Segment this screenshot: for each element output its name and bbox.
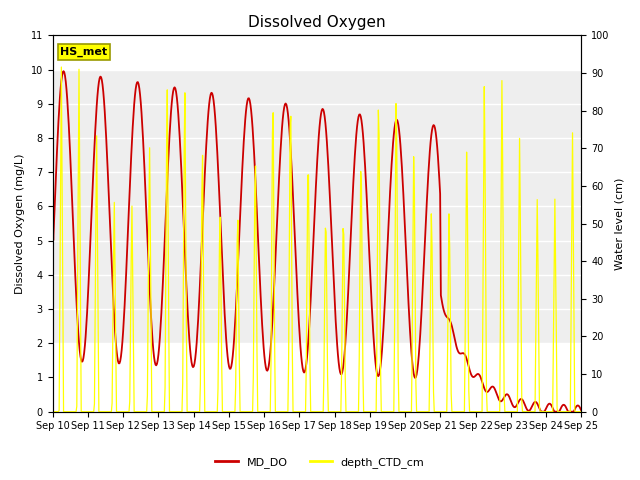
Y-axis label: Water level (cm): Water level (cm): [615, 177, 625, 270]
Y-axis label: Dissolved Oxygen (mg/L): Dissolved Oxygen (mg/L): [15, 153, 25, 294]
Bar: [52, 70, 581, 343]
Title: Dissolved Oxygen: Dissolved Oxygen: [248, 15, 386, 30]
Legend: MD_DO, depth_CTD_cm: MD_DO, depth_CTD_cm: [211, 452, 429, 472]
Text: HS_met: HS_met: [60, 47, 108, 57]
